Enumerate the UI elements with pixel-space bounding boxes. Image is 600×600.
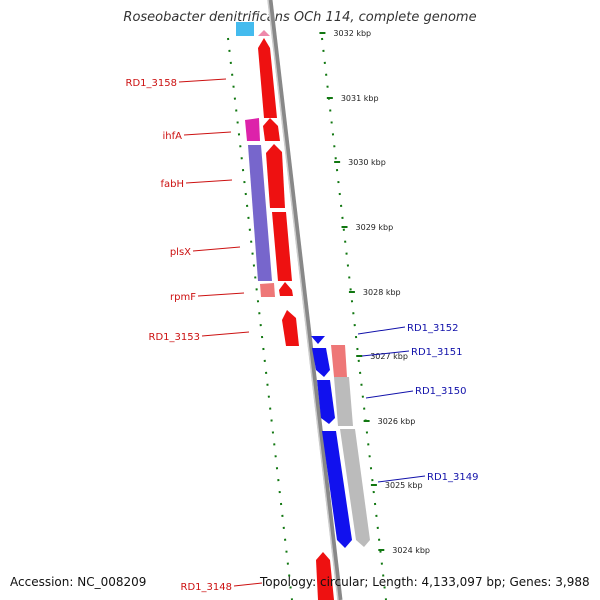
kbp-label: 3029 kbp <box>356 223 394 232</box>
kbp-label: 3025 kbp <box>385 481 423 490</box>
gene-label-plsX: plsX <box>170 247 191 258</box>
cyan-gene-fragment <box>236 22 254 36</box>
genome-axis <box>267 0 343 600</box>
kbp-label: 3024 kbp <box>392 546 430 555</box>
gene-arrow-ihfA <box>245 118 260 141</box>
gene-label-rpmF: rpmF <box>170 292 196 303</box>
genome-title: Roseobacter denitrificans OCh 114, compl… <box>123 10 477 25</box>
gene-arrow-fabH-strand <box>266 144 285 208</box>
gene-label-fabH: fabH <box>160 179 184 190</box>
genome-summary-text: Topology: circular; Length: 4,133,097 bp… <box>260 575 590 589</box>
gene-arrow-rpmF <box>260 283 275 297</box>
gene-label-rd1-3148: RD1_3148 <box>181 582 232 593</box>
gene-label-leaders <box>178 78 426 587</box>
gene-arrow-rd1-3150-a <box>317 380 335 424</box>
kbp-label: 3028 kbp <box>363 288 401 297</box>
gene-label-ihfA: ihfA <box>163 131 183 142</box>
gene-arrow-rpmF-strand <box>279 282 293 296</box>
gene-arrow-rd1-3152 <box>311 336 325 344</box>
gene-arrow-rd1-3158[interactable] <box>258 38 277 118</box>
kbp-label: 3027 kbp <box>370 352 408 361</box>
gene-label-rd1-3158: RD1_3158 <box>126 78 177 89</box>
gene-label-rd1-3149: RD1_3149 <box>427 472 478 483</box>
gene-arrow-rd1-3158b <box>263 118 280 141</box>
kbp-label: 3030 kbp <box>348 158 386 167</box>
kbp-scale: 3032 kbp 3031 kbp 3030 kbp 3029 kbp 3028 kbp… <box>319 29 430 555</box>
gene-label-rd1-3152: RD1_3152 <box>407 323 458 334</box>
kbp-label: 3031 kbp <box>341 94 379 103</box>
gene-arrow-rd1-3148 <box>316 552 334 600</box>
gene-label-rd1-3153: RD1_3153 <box>149 332 200 343</box>
gene-label-rd1-3150: RD1_3150 <box>415 386 466 397</box>
gene-arrow-rd1-3151-b <box>331 345 347 377</box>
gene-arrow-rd1-3153 <box>282 310 299 346</box>
accession-text: Accession: NC_008209 <box>10 575 147 589</box>
gene-arrow-rd1-3151-a <box>312 348 330 377</box>
gene-arrow-plsX-strand <box>272 212 292 281</box>
pink-gene-fragment <box>258 30 270 36</box>
gene-arrow-fabH <box>248 145 272 281</box>
gene-arrow-rd1-3149-b <box>340 429 370 547</box>
kbp-label: 3026 kbp <box>378 417 416 426</box>
genome-axis-highlight <box>267 0 339 600</box>
kbp-label: 3032 kbp <box>333 29 371 38</box>
gene-label-rd1-3151: RD1_3151 <box>411 347 462 358</box>
gene-arrow-rd1-3150-b <box>334 377 353 426</box>
gene-arrow-rd1-3149-a <box>322 431 352 548</box>
